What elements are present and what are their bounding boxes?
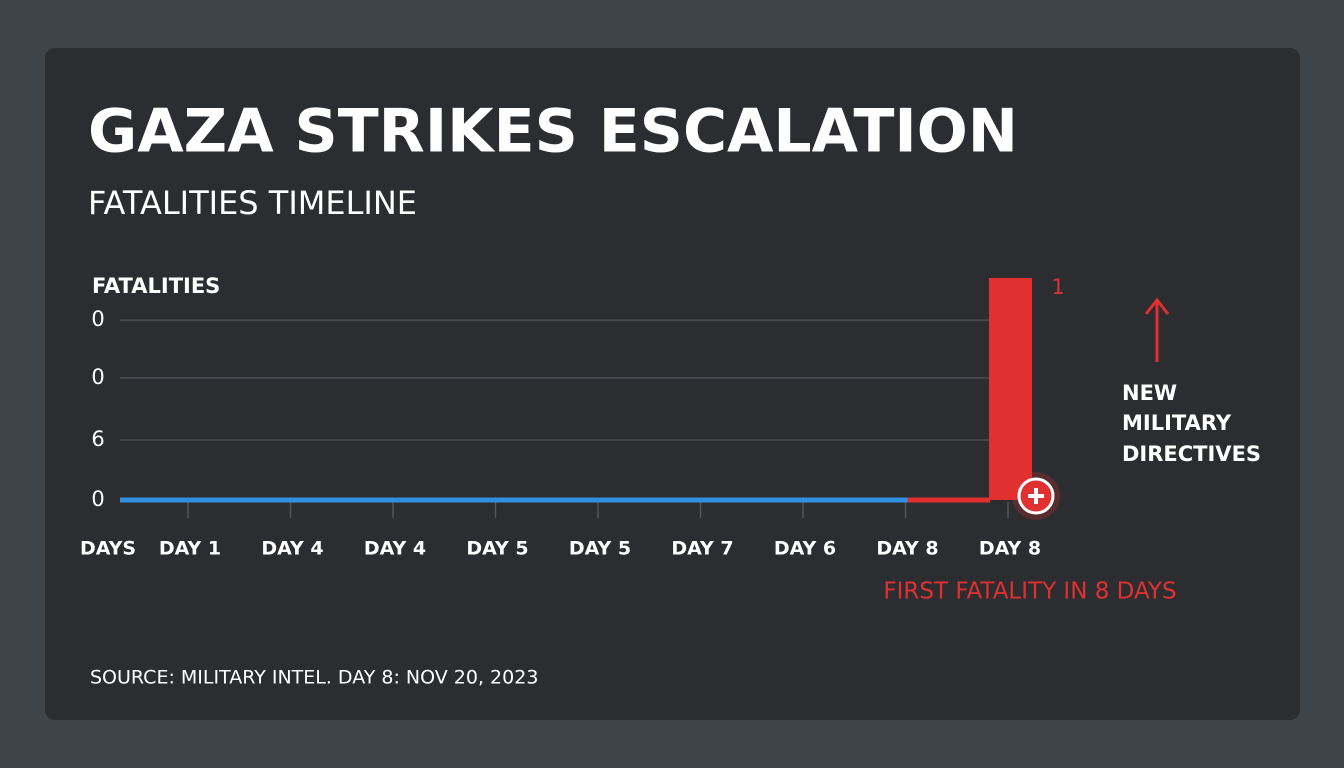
annotation: FIRST FATALITY IN 8 DAYS <box>883 579 1176 605</box>
bar <box>989 278 1032 500</box>
marker-plus <box>1028 488 1044 504</box>
x-tick-label: DAY 1 <box>159 538 221 560</box>
x-tick-label: DAY 6 <box>774 538 836 560</box>
annotation: NEW <box>1122 381 1177 405</box>
x-axis-label: DAYS <box>80 538 136 560</box>
arrow-head <box>1144 297 1170 315</box>
source: SOURCE: MILITARY INTEL. DAY 8: NOV 20, 2… <box>90 667 538 689</box>
chart-subtitle: FATALITIES TIMELINE <box>88 184 417 222</box>
y-tick-label: 0 <box>91 307 104 331</box>
annotation: DIRECTIVES <box>1122 442 1261 466</box>
x-tick-label: DAY 7 <box>671 538 733 560</box>
y-tick-label: 0 <box>91 487 104 511</box>
chart-title: GAZA STRIKES ESCALATION <box>88 97 1018 167</box>
x-tick-label: DAY 5 <box>466 538 528 560</box>
y-tick-label: 0 <box>91 365 104 389</box>
y-axis-label: FATALITIES <box>92 274 220 298</box>
annotation: MILITARY <box>1122 411 1232 435</box>
card <box>45 48 1300 720</box>
x-tick-label: DAY 4 <box>261 538 323 560</box>
x-tick-label: DAY 8 <box>876 538 938 560</box>
x-tick-label: DAY 8 <box>979 538 1041 560</box>
y-tick-label: 6 <box>91 427 104 451</box>
x-tick-label: DAY 4 <box>364 538 426 560</box>
x-tick-label: DAY 5 <box>569 538 631 560</box>
data-label: 1 <box>1051 275 1064 299</box>
